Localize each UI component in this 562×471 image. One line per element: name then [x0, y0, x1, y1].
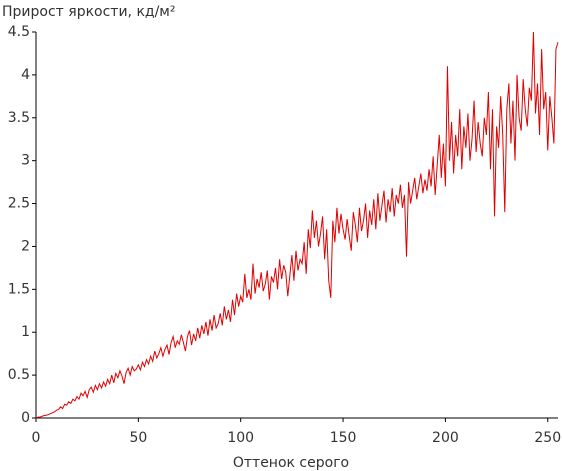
- y-tick-label: 4: [21, 67, 30, 83]
- y-tick-label: 1: [21, 324, 30, 340]
- y-tick-label: 0.5: [8, 367, 30, 383]
- x-tick-label: 250: [534, 430, 561, 446]
- y-tick-label: 3: [21, 153, 30, 169]
- x-tick-label: 100: [227, 430, 254, 446]
- y-tick-label: 4.5: [8, 24, 30, 40]
- x-tick-label: 200: [432, 430, 459, 446]
- y-tick-label: 3.5: [8, 110, 30, 126]
- x-axis-label: Оттенок серого: [233, 455, 349, 471]
- x-tick-label: 0: [32, 430, 41, 446]
- y-tick-label: 1.5: [8, 281, 30, 297]
- x-tick-label: 150: [330, 430, 357, 446]
- x-tick-label: 50: [129, 430, 147, 446]
- y-tick-label: 0: [21, 410, 30, 426]
- y-tick-label: 2.5: [8, 196, 30, 212]
- y-tick-label: 2: [21, 238, 30, 254]
- data-line: [35, 31, 559, 419]
- chart-title: Прирост яркости, кд/м²: [2, 4, 175, 20]
